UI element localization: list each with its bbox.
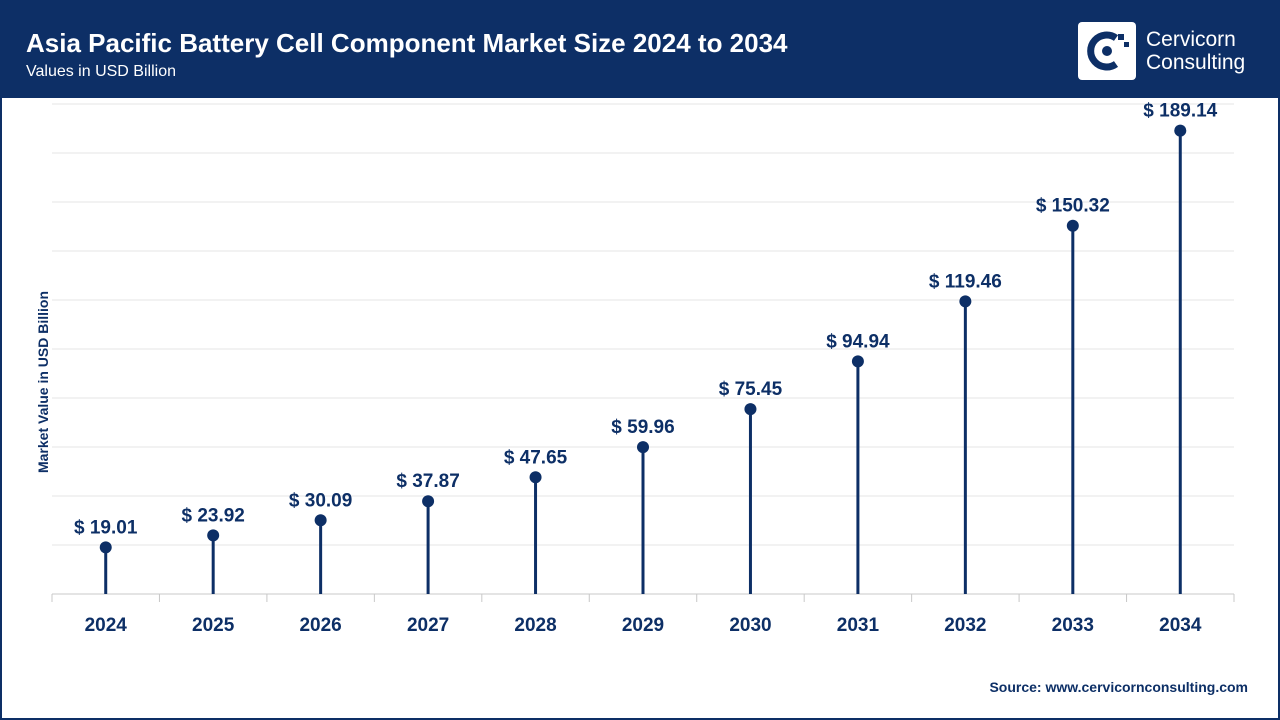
x-tick-label: 2028 <box>514 615 556 636</box>
data-label: $ 30.09 <box>289 490 352 511</box>
x-tick-label: 2034 <box>1159 615 1202 636</box>
data-label: $ 59.96 <box>611 417 674 438</box>
x-tick-label: 2031 <box>837 615 880 636</box>
x-tick-label: 2027 <box>407 615 449 636</box>
logo-mark-icon <box>1078 22 1136 80</box>
lollipop-point <box>851 355 864 368</box>
x-tick-label: 2030 <box>729 615 771 636</box>
data-label: $ 150.32 <box>1036 196 1110 217</box>
lollipop-point <box>637 441 649 454</box>
header-bar: Asia Pacific Battery Cell Component Mark… <box>2 2 1278 98</box>
logo-line-2: Consulting <box>1146 51 1246 74</box>
lollipop-point <box>207 529 220 542</box>
chart-title: Asia Pacific Battery Cell Component Mark… <box>26 28 788 58</box>
data-label: $ 119.46 <box>929 271 1002 292</box>
lollipop-point <box>314 514 327 527</box>
lollipop-point <box>744 403 757 416</box>
data-label: $ 19.01 <box>74 517 138 538</box>
x-tick-label: 2029 <box>622 615 664 636</box>
x-tick-label: 2032 <box>944 615 986 636</box>
lollipop-point <box>99 541 112 554</box>
source-url: www.cervicornconsulting.com <box>1045 679 1248 695</box>
lollipop-point <box>959 295 972 308</box>
logo-text: Cervicorn Consulting <box>1146 28 1245 74</box>
data-label: $ 37.87 <box>396 471 459 492</box>
data-label: $ 189.14 <box>1143 101 1217 122</box>
x-tick-label: 2024 <box>85 615 128 636</box>
data-label: $ 23.92 <box>181 505 244 526</box>
chart-subtitle: Values in USD Billion <box>26 63 176 80</box>
lollipop-point <box>1174 124 1187 137</box>
data-label: $ 75.45 <box>719 379 783 400</box>
logo-line-1: Cervicorn <box>1146 28 1236 51</box>
brand-logo: Cervicorn Consulting <box>1078 22 1258 80</box>
data-label: $ 47.65 <box>504 447 568 468</box>
lollipop-point <box>1066 219 1079 232</box>
x-tick-label: 2025 <box>192 615 235 636</box>
data-label: $ 94.94 <box>826 331 890 352</box>
y-axis-label: Market Value in USD Billion <box>35 291 51 473</box>
source-note: Source: www.cervicornconsulting.com <box>989 679 1248 695</box>
x-tick-label: 2026 <box>299 615 341 636</box>
x-tick-label: 2033 <box>1052 615 1094 636</box>
lollipop-point <box>529 471 542 484</box>
lollipop-point <box>422 495 435 508</box>
source-label: Source: <box>989 679 1042 695</box>
